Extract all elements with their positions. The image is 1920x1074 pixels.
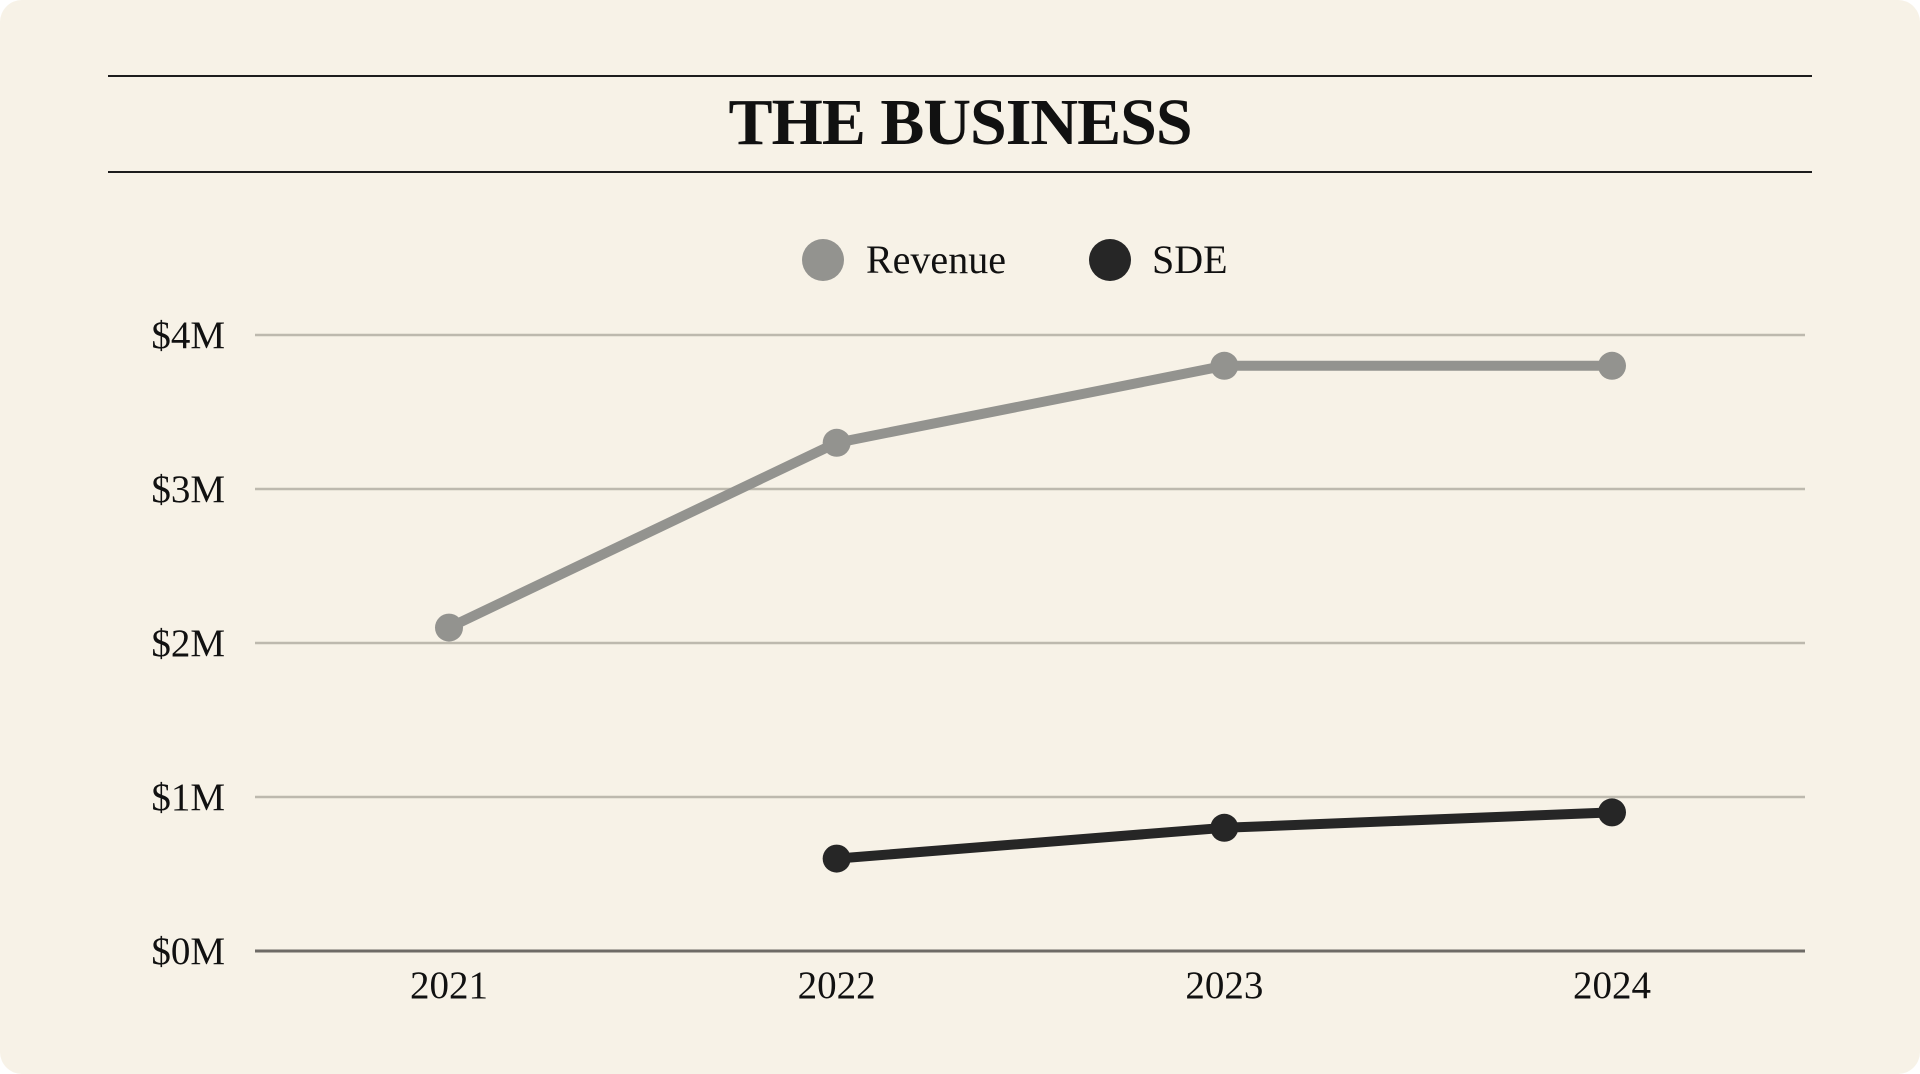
sde-point [1598,798,1626,827]
legend-swatch [802,239,844,281]
y-axis-labels: $0M $1M $2M $3M $4M [151,314,225,973]
y-tick-label: $2M [151,622,225,665]
legend-label: SDE [1152,237,1228,282]
x-tick-label: 2021 [410,964,488,1007]
revenue-point [1210,351,1239,380]
revenue-point [435,613,463,642]
legend-label: Revenue [866,237,1006,282]
x-axis-labels: 2021 2022 2023 2024 [410,964,1651,1007]
sde-point [822,844,851,873]
series-revenue [435,351,1626,642]
revenue-point [1598,351,1626,380]
y-tick-label: $0M [151,930,225,973]
legend-swatch [1089,239,1131,281]
series-sde [822,798,1626,873]
y-tick-label: $1M [151,776,225,819]
title-top-rule [108,75,1812,77]
legend-item-revenue: Revenue [802,237,1006,282]
revenue-line [444,360,1617,633]
legend-item-sde: SDE [1089,237,1228,282]
x-tick-label: 2022 [798,964,876,1007]
series-lines [435,351,1626,873]
sde-point [1210,813,1239,842]
y-tick-label: $4M [151,314,225,357]
x-tick-label: 2024 [1573,964,1651,1007]
y-tick-label: $3M [151,468,225,511]
revenue-point [822,428,851,457]
gridlines [255,333,1805,953]
x-tick-label: 2023 [1185,964,1263,1007]
legend: Revenue SDE [802,237,1228,282]
chart-title: THE BUSINESS [728,86,1192,159]
title-bottom-rule [108,171,1812,173]
